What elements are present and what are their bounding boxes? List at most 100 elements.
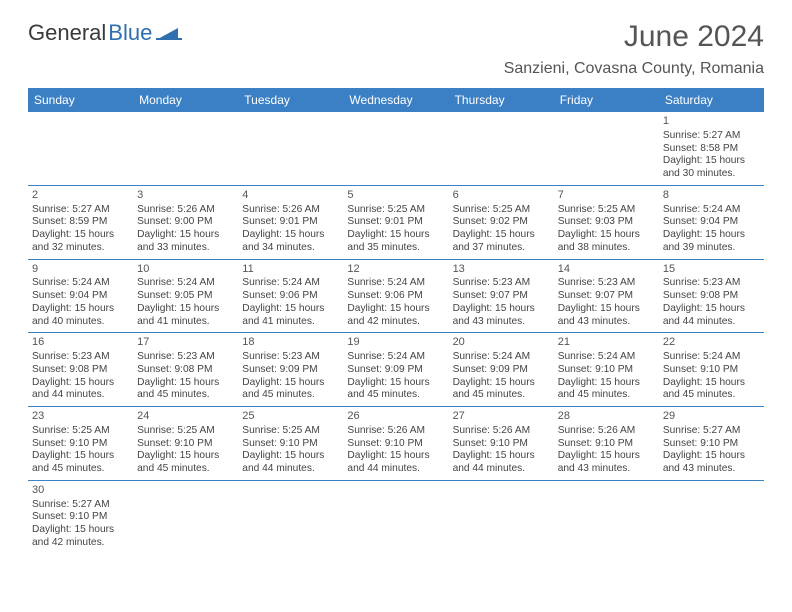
day-number: 3 xyxy=(137,189,234,203)
day-number: 10 xyxy=(137,263,234,277)
day-detail: Daylight: 15 hours xyxy=(558,303,655,316)
day-detail: Sunset: 9:04 PM xyxy=(663,216,760,229)
day-cell: 2Sunrise: 5:27 AMSunset: 8:59 PMDaylight… xyxy=(28,186,133,259)
weekday-header: Thursday xyxy=(449,88,554,112)
day-detail: Sunrise: 5:23 AM xyxy=(453,277,550,290)
day-detail: and 35 minutes. xyxy=(347,242,444,255)
day-detail: Sunrise: 5:25 AM xyxy=(558,204,655,217)
day-detail: Sunrise: 5:24 AM xyxy=(347,277,444,290)
day-detail: and 42 minutes. xyxy=(347,316,444,329)
day-number: 4 xyxy=(242,189,339,203)
day-detail: Daylight: 15 hours xyxy=(242,450,339,463)
day-number: 30 xyxy=(32,484,129,498)
day-number: 26 xyxy=(347,410,444,424)
day-detail: and 32 minutes. xyxy=(32,242,129,255)
day-cell: 29Sunrise: 5:27 AMSunset: 9:10 PMDayligh… xyxy=(659,407,764,480)
day-number: 7 xyxy=(558,189,655,203)
day-number: 28 xyxy=(558,410,655,424)
day-detail: Sunset: 9:08 PM xyxy=(663,290,760,303)
day-detail: and 43 minutes. xyxy=(663,463,760,476)
day-detail: and 45 minutes. xyxy=(137,463,234,476)
blank-cell xyxy=(238,112,343,185)
day-detail: Sunset: 9:00 PM xyxy=(137,216,234,229)
day-number: 17 xyxy=(137,336,234,350)
day-detail: Sunrise: 5:23 AM xyxy=(32,351,129,364)
day-detail: Daylight: 15 hours xyxy=(453,377,550,390)
day-cell: 13Sunrise: 5:23 AMSunset: 9:07 PMDayligh… xyxy=(449,260,554,333)
day-detail: and 45 minutes. xyxy=(242,389,339,402)
day-number: 9 xyxy=(32,263,129,277)
day-cell: 11Sunrise: 5:24 AMSunset: 9:06 PMDayligh… xyxy=(238,260,343,333)
day-detail: Sunset: 9:10 PM xyxy=(32,511,129,524)
day-detail: Daylight: 15 hours xyxy=(347,229,444,242)
day-detail: Daylight: 15 hours xyxy=(32,377,129,390)
day-cell: 1Sunrise: 5:27 AMSunset: 8:58 PMDaylight… xyxy=(659,112,764,185)
day-detail: Sunset: 9:07 PM xyxy=(453,290,550,303)
day-detail: Daylight: 15 hours xyxy=(453,229,550,242)
day-cell: 5Sunrise: 5:25 AMSunset: 9:01 PMDaylight… xyxy=(343,186,448,259)
day-detail: Sunset: 9:09 PM xyxy=(453,364,550,377)
day-cell: 22Sunrise: 5:24 AMSunset: 9:10 PMDayligh… xyxy=(659,333,764,406)
week-row: 9Sunrise: 5:24 AMSunset: 9:04 PMDaylight… xyxy=(28,260,764,334)
day-number: 18 xyxy=(242,336,339,350)
day-detail: Daylight: 15 hours xyxy=(137,450,234,463)
day-detail: Sunrise: 5:25 AM xyxy=(453,204,550,217)
day-cell: 6Sunrise: 5:25 AMSunset: 9:02 PMDaylight… xyxy=(449,186,554,259)
day-detail: Sunset: 9:10 PM xyxy=(558,364,655,377)
day-detail: Sunrise: 5:26 AM xyxy=(558,425,655,438)
day-detail: Sunset: 9:05 PM xyxy=(137,290,234,303)
day-detail: Daylight: 15 hours xyxy=(663,450,760,463)
week-row: 23Sunrise: 5:25 AMSunset: 9:10 PMDayligh… xyxy=(28,407,764,481)
day-cell: 9Sunrise: 5:24 AMSunset: 9:04 PMDaylight… xyxy=(28,260,133,333)
day-cell: 4Sunrise: 5:26 AMSunset: 9:01 PMDaylight… xyxy=(238,186,343,259)
day-detail: Sunset: 9:10 PM xyxy=(137,438,234,451)
day-detail: Sunrise: 5:24 AM xyxy=(32,277,129,290)
calendar-grid: Sunday Monday Tuesday Wednesday Thursday… xyxy=(28,88,764,554)
day-detail: Sunrise: 5:25 AM xyxy=(347,204,444,217)
day-detail: Sunrise: 5:23 AM xyxy=(137,351,234,364)
day-detail: Sunrise: 5:26 AM xyxy=(137,204,234,217)
day-detail: Daylight: 15 hours xyxy=(242,303,339,316)
day-cell: 27Sunrise: 5:26 AMSunset: 9:10 PMDayligh… xyxy=(449,407,554,480)
day-number: 5 xyxy=(347,189,444,203)
day-detail: Sunset: 9:09 PM xyxy=(347,364,444,377)
day-detail: Sunset: 9:04 PM xyxy=(32,290,129,303)
day-detail: Sunrise: 5:27 AM xyxy=(663,425,760,438)
day-number: 11 xyxy=(242,263,339,277)
weekday-header: Saturday xyxy=(659,88,764,112)
day-detail: and 45 minutes. xyxy=(347,389,444,402)
month-title: June 2024 xyxy=(504,20,764,54)
day-cell: 7Sunrise: 5:25 AMSunset: 9:03 PMDaylight… xyxy=(554,186,659,259)
day-detail: Daylight: 15 hours xyxy=(453,303,550,316)
day-detail: and 34 minutes. xyxy=(242,242,339,255)
day-detail: Sunrise: 5:24 AM xyxy=(663,204,760,217)
day-detail: Daylight: 15 hours xyxy=(453,450,550,463)
day-detail: and 45 minutes. xyxy=(558,389,655,402)
day-detail: Sunset: 9:10 PM xyxy=(347,438,444,451)
day-cell: 23Sunrise: 5:25 AMSunset: 9:10 PMDayligh… xyxy=(28,407,133,480)
weekday-header: Wednesday xyxy=(343,88,448,112)
day-detail: Sunset: 9:10 PM xyxy=(663,364,760,377)
blank-cell xyxy=(554,481,659,554)
blank-cell xyxy=(28,112,133,185)
day-number: 6 xyxy=(453,189,550,203)
day-detail: Sunset: 9:06 PM xyxy=(242,290,339,303)
day-detail: Sunrise: 5:23 AM xyxy=(242,351,339,364)
title-block: June 2024 Sanzieni, Covasna County, Roma… xyxy=(504,20,764,78)
day-detail: Sunrise: 5:24 AM xyxy=(453,351,550,364)
calendar-page: GeneralBlue June 2024 Sanzieni, Covasna … xyxy=(0,0,792,564)
day-detail: Daylight: 15 hours xyxy=(347,377,444,390)
day-detail: Daylight: 15 hours xyxy=(558,229,655,242)
day-detail: Sunrise: 5:26 AM xyxy=(347,425,444,438)
day-detail: and 44 minutes. xyxy=(347,463,444,476)
day-detail: Daylight: 15 hours xyxy=(137,303,234,316)
day-detail: Sunrise: 5:23 AM xyxy=(663,277,760,290)
day-detail: and 44 minutes. xyxy=(453,463,550,476)
day-detail: Sunrise: 5:26 AM xyxy=(453,425,550,438)
day-detail: Sunset: 9:08 PM xyxy=(137,364,234,377)
day-detail: Daylight: 15 hours xyxy=(32,450,129,463)
day-detail: Sunrise: 5:27 AM xyxy=(32,499,129,512)
day-detail: and 37 minutes. xyxy=(453,242,550,255)
day-detail: Sunrise: 5:25 AM xyxy=(32,425,129,438)
brand-logo: GeneralBlue xyxy=(28,20,182,46)
